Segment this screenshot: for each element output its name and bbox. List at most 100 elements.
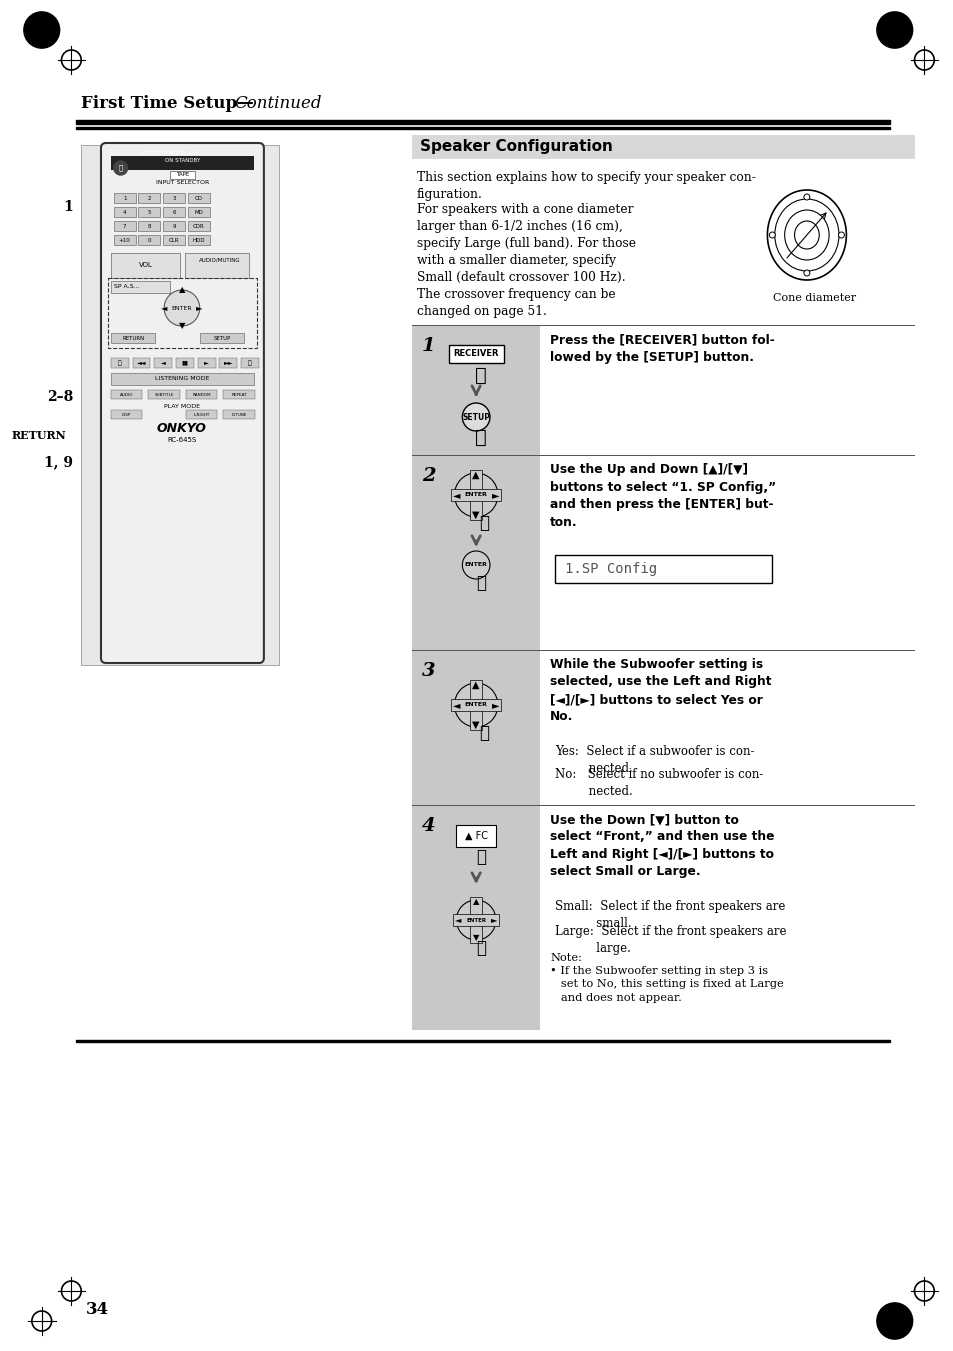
Text: 7: 7 bbox=[123, 223, 127, 228]
Circle shape bbox=[113, 161, 128, 176]
Bar bbox=[241, 358, 258, 367]
Text: 1: 1 bbox=[421, 336, 435, 355]
Circle shape bbox=[803, 195, 809, 200]
Bar bbox=[138, 235, 160, 245]
Text: ⏮: ⏮ bbox=[118, 361, 121, 366]
Text: Large:  Select if the front speakers are
           large.: Large: Select if the front speakers are … bbox=[555, 925, 786, 955]
Bar bbox=[113, 222, 135, 231]
Bar bbox=[163, 222, 185, 231]
Text: ONKYO: ONKYO bbox=[157, 422, 207, 435]
Circle shape bbox=[454, 684, 497, 727]
Bar bbox=[111, 409, 142, 419]
Text: CDR: CDR bbox=[193, 223, 204, 228]
Text: 9: 9 bbox=[172, 223, 175, 228]
Bar bbox=[113, 207, 135, 218]
FancyBboxPatch shape bbox=[101, 143, 264, 663]
Text: 5: 5 bbox=[148, 209, 151, 215]
Text: ▼: ▼ bbox=[472, 509, 479, 520]
Bar bbox=[111, 253, 180, 278]
Bar bbox=[199, 332, 244, 343]
Text: 👌: 👌 bbox=[475, 366, 486, 385]
Text: 👌: 👌 bbox=[478, 513, 489, 532]
Text: 8: 8 bbox=[148, 223, 151, 228]
Text: 3: 3 bbox=[421, 662, 435, 680]
Bar bbox=[113, 193, 135, 203]
Text: ►: ► bbox=[492, 700, 499, 711]
Text: ◄: ◄ bbox=[455, 916, 461, 924]
Circle shape bbox=[164, 290, 199, 326]
Text: ▲: ▲ bbox=[473, 897, 479, 907]
Bar bbox=[188, 222, 210, 231]
Circle shape bbox=[454, 473, 497, 517]
Text: ⏭: ⏭ bbox=[248, 361, 252, 366]
Circle shape bbox=[768, 232, 775, 238]
Bar bbox=[176, 358, 193, 367]
Bar bbox=[219, 358, 237, 367]
Bar bbox=[451, 489, 500, 501]
Text: 4: 4 bbox=[421, 817, 435, 835]
Text: ▲: ▲ bbox=[472, 680, 479, 690]
Circle shape bbox=[462, 551, 490, 580]
Text: ENTER: ENTER bbox=[464, 562, 487, 567]
Text: ⏻: ⏻ bbox=[118, 165, 123, 172]
Bar bbox=[163, 193, 185, 203]
Text: 1.SP Config: 1.SP Config bbox=[564, 562, 657, 576]
Text: RETURN: RETURN bbox=[11, 430, 67, 440]
Text: CLR: CLR bbox=[169, 238, 179, 242]
Bar bbox=[149, 390, 180, 399]
Text: AUDIO/MUTING: AUDIO/MUTING bbox=[198, 258, 240, 262]
Bar bbox=[111, 390, 142, 399]
Text: 1: 1 bbox=[123, 196, 127, 200]
Circle shape bbox=[456, 900, 496, 940]
Text: 1, 9: 1, 9 bbox=[44, 455, 73, 469]
Text: 👌: 👌 bbox=[476, 848, 486, 866]
Bar bbox=[412, 650, 539, 805]
Bar bbox=[154, 358, 172, 367]
Bar bbox=[448, 345, 503, 363]
Bar bbox=[111, 155, 253, 170]
Bar bbox=[132, 358, 151, 367]
Text: Continued: Continued bbox=[234, 95, 321, 112]
Text: REPEAT: REPEAT bbox=[232, 393, 247, 396]
Bar bbox=[412, 805, 539, 1029]
Bar bbox=[453, 915, 498, 925]
Text: Note:
• If the Subwoofer setting in step 3 is
   set to No, this setting is fixe: Note: • If the Subwoofer setting in step… bbox=[550, 952, 783, 1002]
Text: SP A,S...: SP A,S... bbox=[113, 284, 139, 289]
Text: ▲: ▲ bbox=[178, 285, 185, 295]
Text: Small:  Select if the front speakers are
           small.: Small: Select if the front speakers are … bbox=[555, 900, 784, 929]
Text: SETUP: SETUP bbox=[461, 412, 490, 422]
Text: ENTER: ENTER bbox=[464, 493, 487, 497]
Bar bbox=[138, 193, 160, 203]
Text: INPUT SELECTOR: INPUT SELECTOR bbox=[155, 181, 209, 185]
Text: SETUP: SETUP bbox=[213, 335, 231, 340]
Text: ▼: ▼ bbox=[472, 720, 479, 730]
Circle shape bbox=[462, 403, 490, 431]
Text: ►►: ►► bbox=[223, 361, 233, 366]
Text: VOL: VOL bbox=[138, 262, 152, 267]
Text: 1: 1 bbox=[64, 200, 73, 213]
Text: ▼: ▼ bbox=[473, 934, 479, 943]
Text: ◄: ◄ bbox=[161, 304, 167, 312]
Text: 34: 34 bbox=[86, 1301, 110, 1319]
Text: 2: 2 bbox=[421, 467, 435, 485]
Text: 6: 6 bbox=[172, 209, 175, 215]
Bar bbox=[108, 278, 256, 349]
Bar bbox=[197, 358, 215, 367]
Bar bbox=[451, 698, 500, 711]
Bar bbox=[185, 253, 249, 278]
Text: ◄: ◄ bbox=[452, 700, 459, 711]
Text: DISP: DISP bbox=[122, 412, 132, 416]
Bar bbox=[539, 326, 915, 455]
Bar bbox=[539, 455, 915, 650]
Text: ENTER: ENTER bbox=[172, 305, 193, 311]
Bar bbox=[163, 235, 185, 245]
Text: 👌: 👌 bbox=[476, 939, 486, 957]
Text: No:   Select if no subwoofer is con-
         nected.: No: Select if no subwoofer is con- necte… bbox=[555, 767, 762, 798]
Bar bbox=[111, 358, 129, 367]
Text: ►: ► bbox=[204, 361, 209, 366]
Text: 0: 0 bbox=[148, 238, 151, 242]
Text: This section explains how to specify your speaker con-
figuration.: This section explains how to specify you… bbox=[416, 172, 755, 201]
Text: RETURN: RETURN bbox=[122, 335, 145, 340]
Text: D.TUNE: D.TUNE bbox=[232, 412, 247, 416]
Circle shape bbox=[838, 232, 843, 238]
